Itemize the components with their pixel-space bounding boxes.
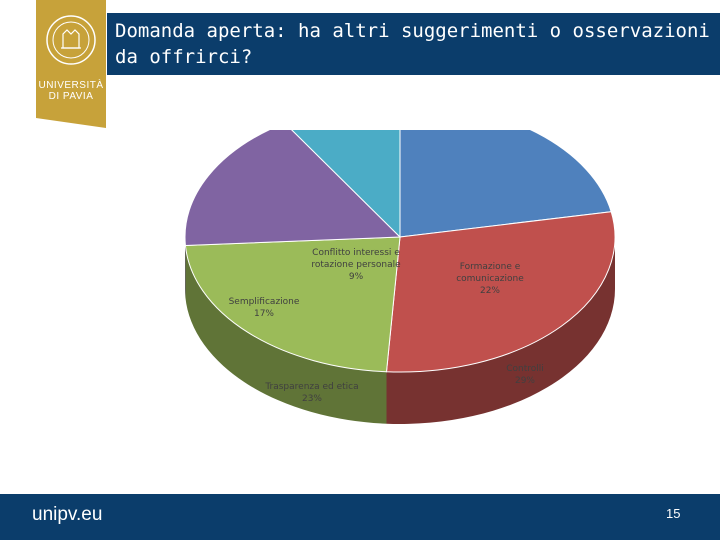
slice-category-label: Controlli (506, 364, 544, 374)
slice-category-label: comunicazione (456, 274, 524, 284)
pie-slice (399, 130, 612, 238)
slice-category-label: Formazione e (460, 262, 521, 272)
pie-slice (184, 236, 401, 373)
university-logo (36, 0, 106, 128)
logo-text: UNIVERSITÀ DI PAVIA (36, 80, 106, 102)
slide-title: Domanda aperta: ha altri suggerimenti o … (115, 20, 710, 68)
slice-category-label: Conflitto interessi e (312, 248, 400, 258)
footer-site: unipv.eu (32, 504, 103, 525)
slice-percent-label: 29% (515, 376, 535, 386)
slice-category-label: Semplificazione (229, 297, 300, 307)
title-bar (107, 13, 720, 75)
logo-line-2: DI PAVIA (48, 91, 94, 102)
pie-chart: Formazione e comunicazione 22% Controlli 29%… (184, 130, 616, 424)
slice-percent-label: 23% (302, 394, 322, 404)
slice-percent-label: 22% (480, 286, 500, 296)
logo-line-1: UNIVERSITÀ (38, 80, 104, 91)
footer-bar (0, 494, 720, 540)
slice-category-label: Trasparenza ed etica (264, 382, 358, 392)
pie-slice (385, 211, 616, 373)
slice-category-label: rotazione personale (311, 260, 401, 270)
page-number: 15 (666, 506, 681, 521)
pie-slice (291, 130, 401, 239)
seal-icon (46, 15, 96, 65)
slice-percent-label: 17% (254, 309, 274, 319)
slice-percent-label: 9% (349, 272, 364, 282)
pie-slice-side (185, 245, 387, 424)
pie-slice (184, 130, 402, 246)
pie-slice-side (386, 237, 615, 424)
